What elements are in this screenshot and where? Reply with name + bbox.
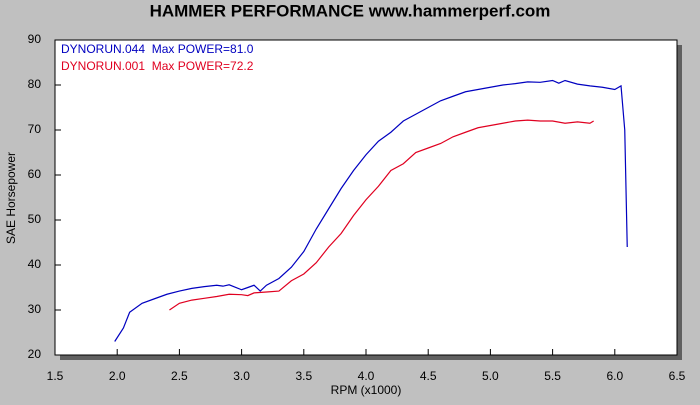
y-tick-label: 50: [28, 212, 42, 226]
y-tick-label: 90: [28, 32, 42, 46]
x-tick-label: 3.0: [233, 369, 250, 383]
y-tick-label: 20: [28, 347, 42, 361]
x-tick-label: 3.5: [295, 369, 312, 383]
x-tick-label: 4.5: [420, 369, 437, 383]
y-axis-label: SAE Horsepower: [4, 152, 18, 244]
x-tick-label: 5.5: [544, 369, 561, 383]
x-tick-label: 6.0: [606, 369, 623, 383]
y-tick-label: 60: [28, 167, 42, 181]
series-line: [169, 119, 594, 311]
plot-area: [54, 39, 678, 356]
y-tick-label: 40: [28, 257, 42, 271]
x-tick-label: 2.5: [171, 369, 188, 383]
legend-entry: DYNORUN.001 Max POWER=72.2: [61, 59, 254, 73]
x-tick-label: 6.5: [669, 369, 686, 383]
x-tick-label: 2.0: [109, 369, 126, 383]
x-tick-label: 1.5: [47, 369, 64, 383]
legend-entry: DYNORUN.044 Max POWER=81.0: [61, 42, 254, 56]
x-axis-label: RPM (x1000): [331, 383, 402, 397]
y-tick-label: 70: [28, 122, 42, 136]
y-tick-label: 80: [28, 77, 42, 91]
x-tick-label: 5.0: [482, 369, 499, 383]
series-line: [114, 79, 628, 342]
y-tick-label: 30: [28, 302, 42, 316]
x-tick-label: 4.0: [358, 369, 375, 383]
chart-title: HAMMER PERFORMANCE www.hammerperf.com: [150, 1, 551, 20]
